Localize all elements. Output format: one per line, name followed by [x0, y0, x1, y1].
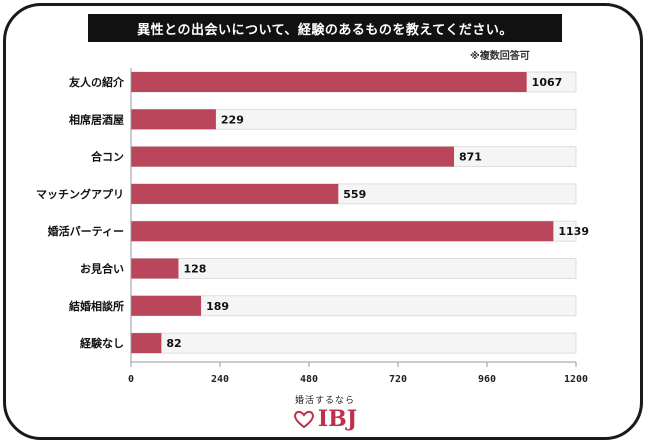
data-label: 82: [166, 337, 181, 350]
x-tick-label: 0: [128, 374, 134, 385]
category-label: お見合い: [80, 262, 124, 276]
x-tick-label: 480: [300, 374, 318, 385]
data-label: 1067: [532, 76, 563, 89]
bar: [131, 109, 216, 130]
data-label: 1139: [558, 225, 589, 238]
x-tick-label: 720: [389, 374, 407, 385]
x-tick-label: 240: [211, 374, 229, 385]
bar: [131, 72, 527, 92]
category-label: 経験なし: [80, 336, 124, 350]
category-label: 友人の紹介: [69, 75, 125, 89]
heart-icon: [293, 410, 314, 429]
bar: [131, 146, 454, 167]
bar: [131, 221, 554, 242]
data-label: 189: [206, 300, 229, 313]
data-label: 128: [183, 263, 206, 276]
ibj-logo: 婚活するなら IBJ: [0, 393, 650, 432]
logo-tagline: 婚活するなら: [294, 396, 355, 406]
bar: [131, 258, 179, 279]
category-label: 婚活パーティー: [48, 224, 124, 238]
logo-text: IBJ: [317, 406, 358, 432]
bar: [131, 183, 339, 204]
data-label: 871: [459, 151, 482, 164]
category-label: 合コン: [91, 150, 124, 164]
note-multiple-answers: ※複数回答可: [470, 51, 530, 62]
bar: [131, 333, 162, 354]
data-label: 559: [343, 188, 366, 201]
chart-title: 異性との出会いについて、経験のあるものを教えてください。: [88, 14, 562, 42]
bar: [131, 295, 202, 316]
bar-track: [130, 332, 577, 354]
category-label: 結婚相談所: [69, 299, 124, 313]
category-label: 相席居酒屋: [69, 112, 124, 126]
x-tick-label: 1200: [564, 374, 588, 385]
data-label: 229: [221, 113, 244, 126]
x-tick-label: 960: [478, 374, 496, 385]
category-label: マッチングアプリ: [36, 187, 124, 201]
